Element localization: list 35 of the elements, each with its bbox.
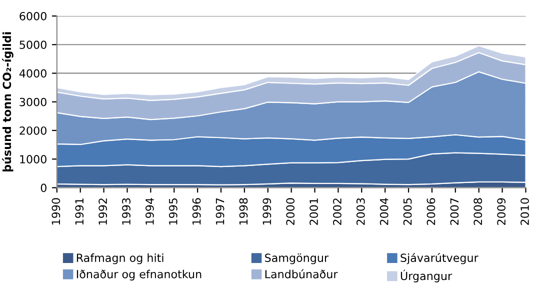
x-tick-label: 1998 — [239, 198, 248, 224]
x-tick-label: 2001 — [310, 198, 318, 225]
y-tick-label: 1000 — [20, 155, 46, 164]
x-tick-label: 1994 — [145, 198, 154, 224]
y-tick-label: 4000 — [19, 69, 46, 78]
y-tick-label: 5000 — [20, 40, 46, 49]
x-tick-label: 1997 — [216, 198, 224, 224]
y-tick-label: 3000 — [20, 98, 46, 106]
x-tick-label: 2002 — [333, 198, 342, 225]
y-tick-label: 6000 — [20, 12, 46, 20]
x-tick-label: 1992 — [98, 198, 108, 224]
x-tick-label: 1999 — [262, 198, 272, 224]
x-tick-label: 2008 — [474, 198, 482, 225]
legend-label: Úrgangur — [400, 270, 452, 282]
legend-label: Iðnaður og efnanotkun — [76, 270, 202, 280]
legend-label: Sjávarútvegur — [400, 252, 478, 264]
y-tick-label: 2000 — [20, 126, 46, 135]
x-tick-label: 2009 — [497, 198, 506, 225]
x-tick-label: 2007 — [450, 198, 459, 225]
x-tick-label: 2004 — [380, 198, 388, 225]
x-tick-label: 2010 — [520, 198, 529, 225]
x-tick-label: 2000 — [286, 198, 295, 225]
y-tick-label: 0 — [40, 184, 46, 192]
legend-label: Landbúnaður — [265, 269, 338, 278]
y-axis-title: þúsund tonn CO₂-ígildi — [2, 32, 14, 172]
x-tick-label: 1993 — [122, 198, 130, 224]
x-tick-label: 2006 — [426, 198, 436, 225]
x-tick-label: 1990 — [52, 198, 60, 224]
legend-label: Samgöngur — [265, 253, 329, 264]
legend-label: Rafmagn og hiti — [76, 253, 164, 264]
x-tick-label: 2003 — [356, 198, 365, 225]
x-tick-label: 2005 — [403, 198, 412, 225]
x-tick-label: 1996 — [192, 198, 201, 224]
x-tick-label: 1995 — [168, 198, 178, 224]
x-tick-label: 1991 — [75, 198, 84, 224]
